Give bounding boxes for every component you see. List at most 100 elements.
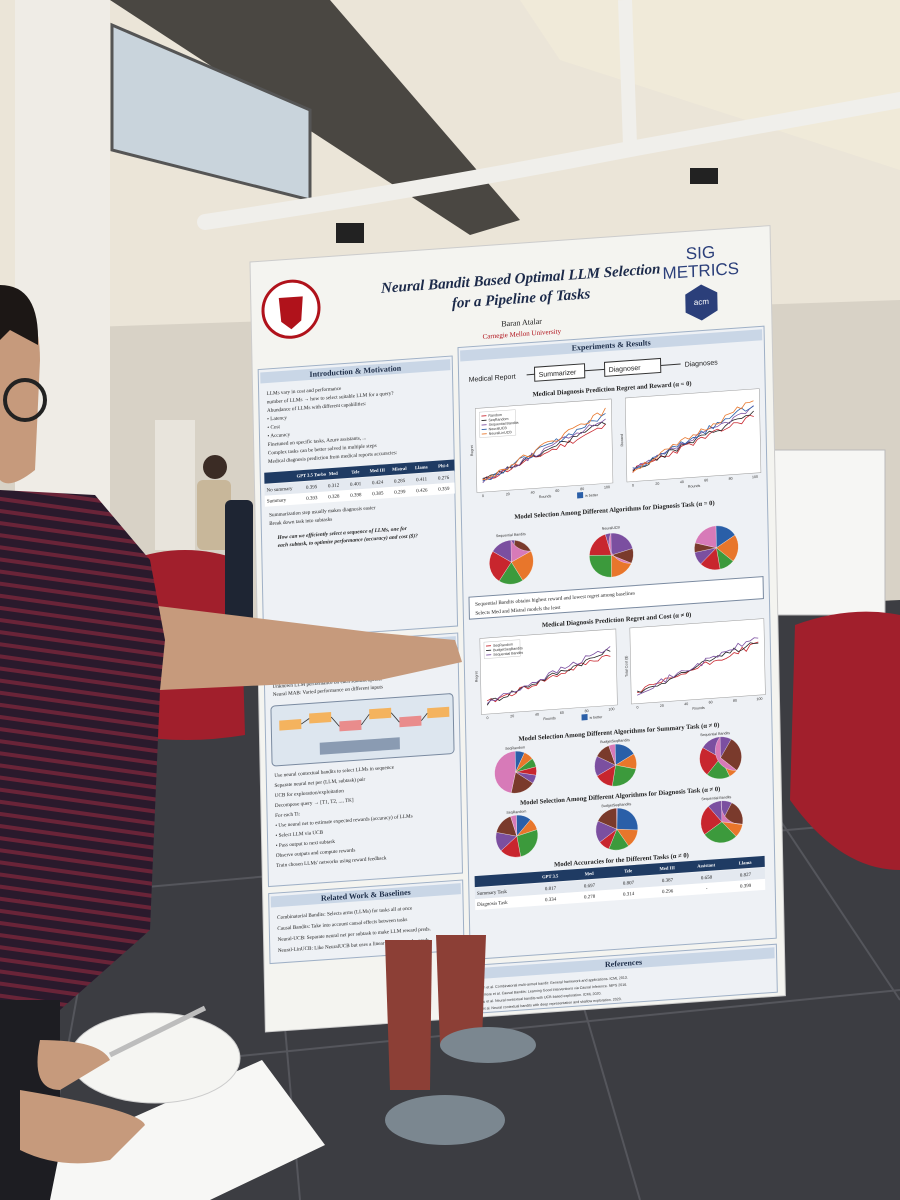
table-cell: 0.426 (416, 488, 428, 494)
diagram-node (399, 715, 422, 728)
axis-label: Rounds (543, 716, 556, 721)
observation-box (468, 576, 764, 620)
table-cell: 0.411 (416, 477, 428, 483)
pie-label: BudgetSeqBandits (601, 802, 631, 808)
pie-slice (489, 551, 512, 582)
x-tick-label: 100 (756, 697, 762, 701)
legend-label: SeqRandom (488, 417, 508, 422)
better-icon (581, 714, 588, 721)
red-table (790, 611, 900, 870)
pie-slice (720, 800, 743, 825)
legend-label: Sequential Bandits (493, 651, 523, 657)
bullet-text: • Select LLM via UCB (275, 830, 323, 839)
table-row (475, 878, 766, 911)
x-tick-label: 0 (636, 705, 638, 709)
diagram-box (270, 693, 455, 767)
x-tick-label: 60 (709, 700, 713, 704)
table-cell: 0.328 (328, 495, 340, 501)
pipeline-arrow (660, 363, 681, 366)
section-header-bar (460, 329, 763, 362)
method-diagram (270, 693, 455, 767)
pie-slice (510, 540, 531, 563)
arm (150, 605, 462, 690)
bullet-text: Decompose query → [T1, T2, ..., TK] (275, 798, 354, 810)
pie-slice (589, 554, 612, 578)
chart-line (482, 418, 606, 484)
diagram-node (369, 707, 392, 720)
chart-line (482, 413, 606, 482)
axis-label: Total Cost ($) (624, 655, 628, 677)
table-header-cell: Med III (659, 865, 675, 871)
pants (436, 935, 486, 1045)
table-cell: 0.658 (701, 876, 713, 882)
axis-label: Rounds (539, 494, 552, 499)
table-cell: Summary (267, 498, 287, 504)
pants (385, 940, 432, 1090)
pipeline-arrow (584, 368, 605, 372)
pie-label: NeuralUCB (602, 525, 621, 530)
pie-slice (704, 821, 737, 843)
axis-label: Rounds (692, 706, 705, 711)
legend-box (479, 409, 517, 438)
legend-label: Sequential Bandits (489, 421, 519, 427)
x-tick-label: 40 (680, 480, 684, 484)
diagram-node (339, 719, 362, 732)
x-tick-label: 60 (555, 489, 559, 493)
chart-line (486, 646, 611, 704)
pie-slice (616, 807, 618, 830)
legend-label: BudgetSeqBandits (493, 646, 523, 652)
table-cell: - (706, 887, 708, 892)
legend-label: NeuralLinUCB (489, 430, 513, 436)
x-tick-label: 20 (510, 714, 514, 718)
diagram-node (427, 706, 450, 719)
x-tick-label: 80 (733, 699, 737, 703)
table-cell: 0.276 (438, 476, 450, 482)
x-tick-label: 40 (684, 702, 688, 706)
shoe (385, 1095, 505, 1145)
bullet-text: • Accuracy (267, 432, 290, 440)
annotation: is better (590, 715, 604, 720)
pipeline-label: Medical Report (469, 374, 516, 384)
axis-label: Rounds (688, 484, 701, 489)
table-header-cell: Llama (415, 464, 429, 470)
table-cell: 0.401 (350, 482, 362, 488)
chart-line (632, 410, 754, 472)
table-cell: 0.697 (584, 884, 596, 890)
chart-line (482, 407, 606, 481)
rope (197, 92, 900, 230)
chart-line (632, 400, 754, 473)
shoe (440, 1027, 536, 1063)
axis-label: Regret (470, 445, 474, 456)
glasses (3, 378, 47, 422)
table-cell: 0.393 (306, 496, 318, 502)
x-tick-label: 100 (752, 475, 758, 479)
section-header-bar (270, 883, 461, 908)
pie-label: SeqRandom (505, 745, 525, 750)
legend-label: NeuralUCB (489, 426, 508, 431)
table-cell: 0.296 (662, 889, 674, 895)
table-cell: 0.334 (545, 897, 557, 903)
pipeline-label: Diagnoser (609, 365, 642, 374)
x-tick-label: 80 (729, 477, 733, 481)
background-person-head (203, 455, 227, 479)
bullet-text: Observe outputs and compute rewards (276, 847, 356, 859)
pipeline-label: Diagnoses (685, 359, 719, 368)
table-cell: 0.387 (662, 878, 674, 884)
table-cell: 0.807 (623, 881, 635, 887)
bullet-text: • Cost (267, 424, 280, 431)
x-tick-label: 40 (535, 712, 539, 716)
table-header-cell: Phi-4 (438, 463, 449, 469)
pie-slice (694, 525, 717, 548)
table-row (264, 471, 455, 496)
chart-line (632, 414, 754, 473)
axis-label: Reward (620, 434, 624, 447)
pipeline-arrow (526, 373, 535, 376)
pie-slice (715, 736, 738, 771)
table-header (474, 855, 765, 888)
x-tick-label: 60 (560, 711, 564, 715)
whiteboard (769, 449, 886, 616)
table-header-cell: GPT 3.5 Turbo (297, 471, 327, 478)
table-header-cell: Llama (739, 860, 753, 866)
acm-badge (685, 284, 718, 321)
